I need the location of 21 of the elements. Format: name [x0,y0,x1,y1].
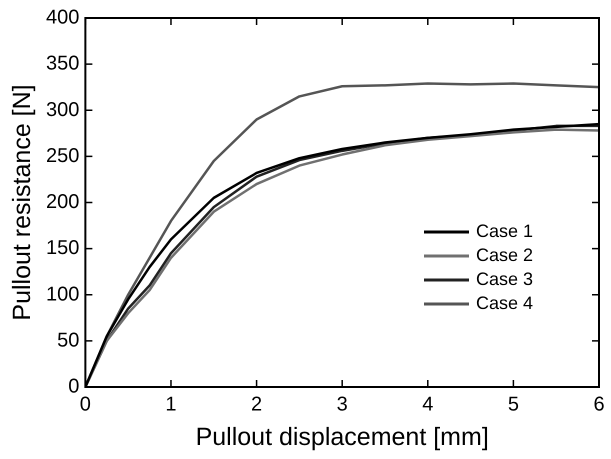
y-tick-label: 150 [46,237,80,260]
x-tick-label: 1 [165,394,177,416]
y-tick-label: 300 [46,98,80,121]
legend-label: Case 2 [476,244,534,265]
x-axis-title: Pullout displacement [mm] [196,422,489,451]
y-tick-label: 250 [46,144,80,167]
x-tick-label: 6 [593,394,605,416]
y-tick-label: 200 [46,191,80,214]
x-tick-label: 2 [251,394,262,416]
legend-label: Case 3 [476,268,534,289]
x-tick-label: 5 [508,394,519,416]
legend-label: Case 1 [476,220,534,241]
y-tick-label: 0 [68,376,80,398]
y-axis-title: Pullout resistance [N] [8,84,36,321]
y-tick-label: 100 [46,283,80,306]
y-tick-label: 50 [57,329,80,352]
x-tick-label: 3 [336,394,348,416]
x-tick-label: 4 [422,394,434,416]
y-tick-label: 400 [46,6,80,29]
legend-label: Case 4 [476,292,534,313]
y-tick-label: 350 [46,52,80,75]
